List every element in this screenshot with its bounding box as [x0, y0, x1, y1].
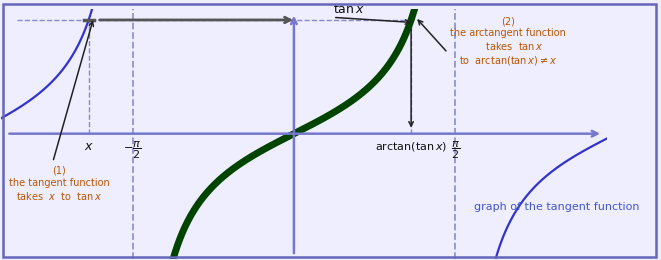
Text: graph of the tangent function: graph of the tangent function — [473, 202, 639, 212]
Text: $\tan x$: $\tan x$ — [333, 3, 365, 16]
Text: (2)
the arctangent function
    takes  $\tan x$
to  $\arctan(\tan x) \neq x$: (2) the arctangent function takes $\tan … — [450, 17, 566, 67]
Text: (1)
the tangent function
takes  $x$  to  $\tan x$: (1) the tangent function takes $x$ to $\… — [9, 166, 109, 202]
Text: $\arctan(\tan x)$: $\arctan(\tan x)$ — [375, 140, 447, 153]
Text: $-\dfrac{\pi}{2}$: $-\dfrac{\pi}{2}$ — [124, 140, 142, 161]
Text: $\dfrac{\pi}{2}$: $\dfrac{\pi}{2}$ — [451, 140, 459, 161]
Text: $x$: $x$ — [84, 140, 94, 153]
